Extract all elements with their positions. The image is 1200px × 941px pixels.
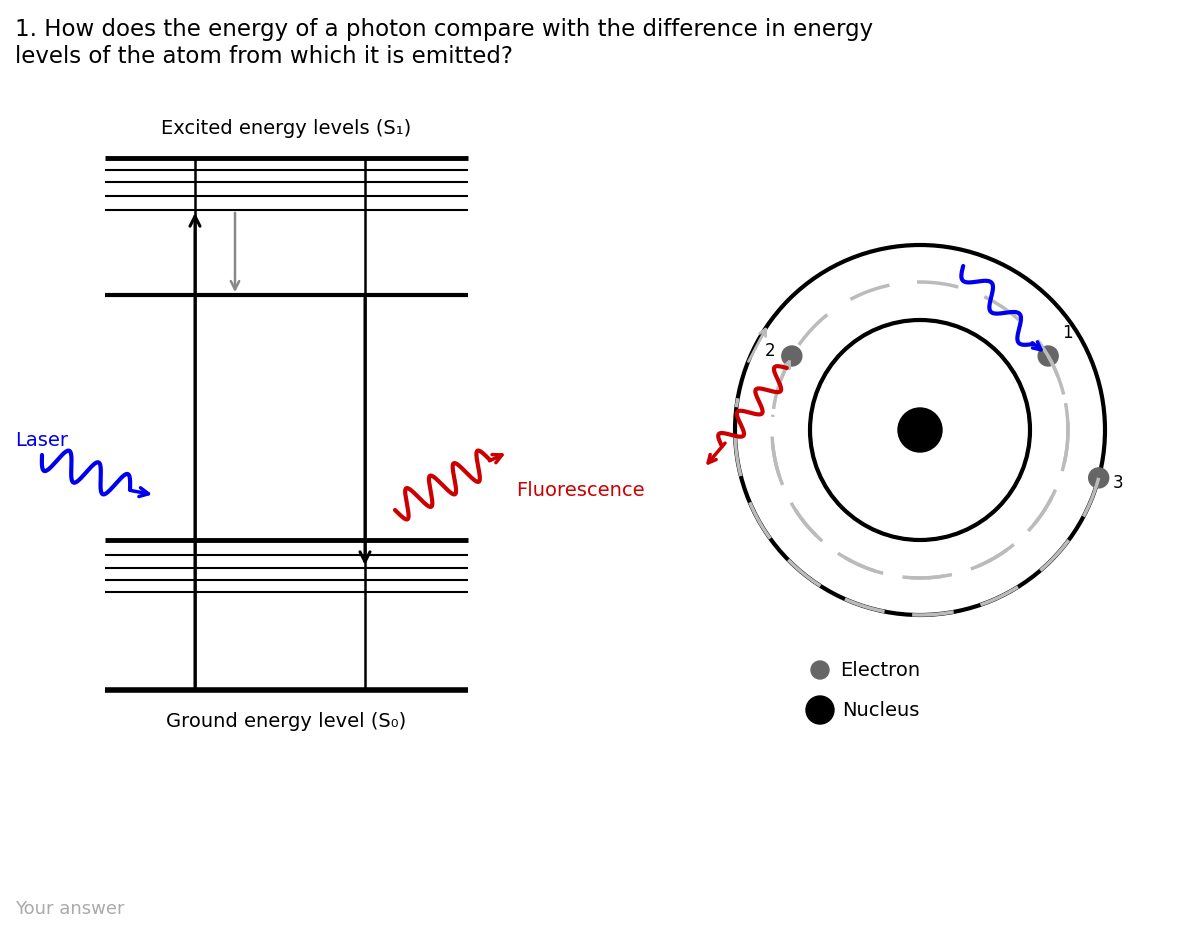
Circle shape [782, 346, 802, 366]
Text: Ground energy level (S₀): Ground energy level (S₀) [167, 712, 407, 731]
Text: 1: 1 [1062, 324, 1073, 342]
Text: 1. How does the energy of a photon compare with the difference in energy
levels : 1. How does the energy of a photon compa… [14, 18, 874, 68]
Circle shape [1088, 468, 1109, 487]
Text: Laser: Laser [14, 431, 68, 450]
Text: Your answer: Your answer [14, 900, 125, 918]
Text: 2: 2 [766, 342, 776, 360]
Text: 3: 3 [1112, 474, 1123, 492]
Circle shape [806, 696, 834, 724]
Circle shape [811, 661, 829, 679]
Circle shape [1038, 346, 1058, 366]
Text: Nucleus: Nucleus [842, 700, 919, 720]
Text: Electron: Electron [840, 661, 920, 679]
Text: Fluorescence: Fluorescence [516, 481, 644, 500]
Circle shape [898, 408, 942, 452]
Text: Excited energy levels (S₁): Excited energy levels (S₁) [161, 119, 412, 138]
